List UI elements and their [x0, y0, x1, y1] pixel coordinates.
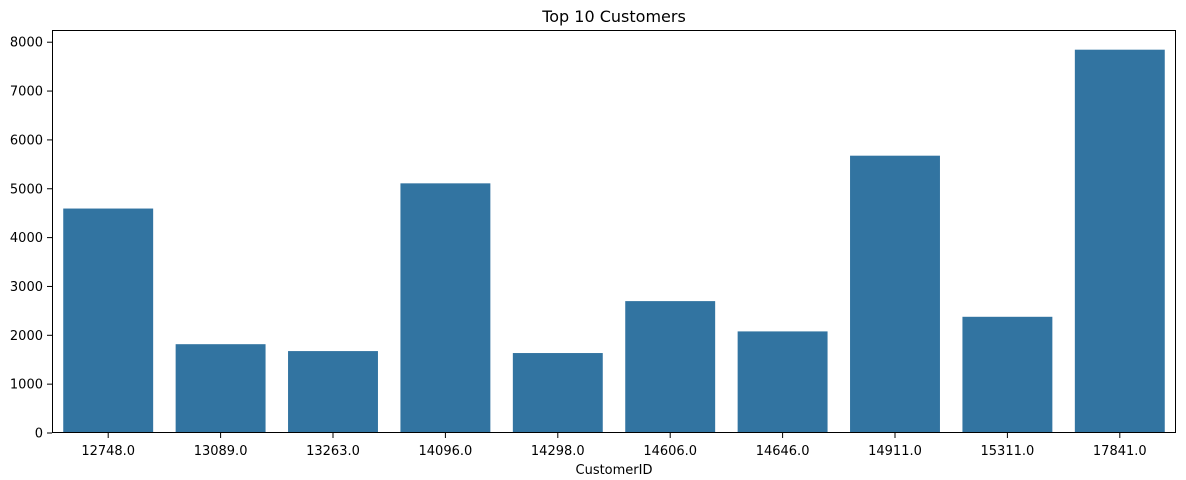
y-axis-ticks: 0 1000 2000 3000 4000 5000 6000 7000 8000	[10, 36, 52, 442]
bar-13263.0	[288, 351, 378, 433]
x-tick-label: 13263.0	[306, 444, 360, 459]
x-tick-label: 13089.0	[194, 444, 248, 459]
bar-14646.0	[737, 331, 828, 433]
bar-14911.0	[850, 155, 940, 433]
y-tick-label: 7000	[10, 85, 43, 100]
y-tick-label: 8000	[10, 36, 43, 51]
bar-12748.0	[63, 208, 154, 433]
bar-13089.0	[175, 344, 266, 433]
x-tick-label: 14606.0	[643, 444, 697, 459]
y-tick-label: 2000	[10, 329, 43, 344]
x-tick-label: 12748.0	[81, 444, 135, 459]
plot-frame	[52, 30, 1176, 433]
bar-15311.0	[962, 316, 1053, 433]
x-axis-ticks: 12748.0 13089.0 13263.0 14096.0 14298.0 14606…	[81, 433, 1147, 459]
bar-14096.0	[400, 183, 491, 433]
y-tick-label: 1000	[10, 378, 43, 393]
chart-title: Top 10 Customers	[541, 7, 686, 26]
bar-14298.0	[512, 353, 603, 433]
x-tick-label: 14096.0	[419, 444, 473, 459]
x-tick-label: 17841.0	[1093, 444, 1147, 459]
y-tick-label: 6000	[10, 133, 43, 148]
x-tick-label: 14298.0	[531, 444, 585, 459]
bars	[63, 49, 1165, 433]
y-tick-label: 4000	[10, 231, 43, 246]
x-tick-label: 15311.0	[981, 444, 1035, 459]
y-tick-label: 0	[35, 427, 43, 442]
bar-14606.0	[625, 301, 716, 433]
y-tick-label: 3000	[10, 280, 43, 295]
x-axis-title: CustomerID	[576, 463, 653, 478]
y-tick-label: 5000	[10, 182, 43, 197]
x-tick-label: 14911.0	[868, 444, 922, 459]
x-tick-label: 14646.0	[756, 444, 810, 459]
bar-17841.0	[1074, 49, 1165, 433]
